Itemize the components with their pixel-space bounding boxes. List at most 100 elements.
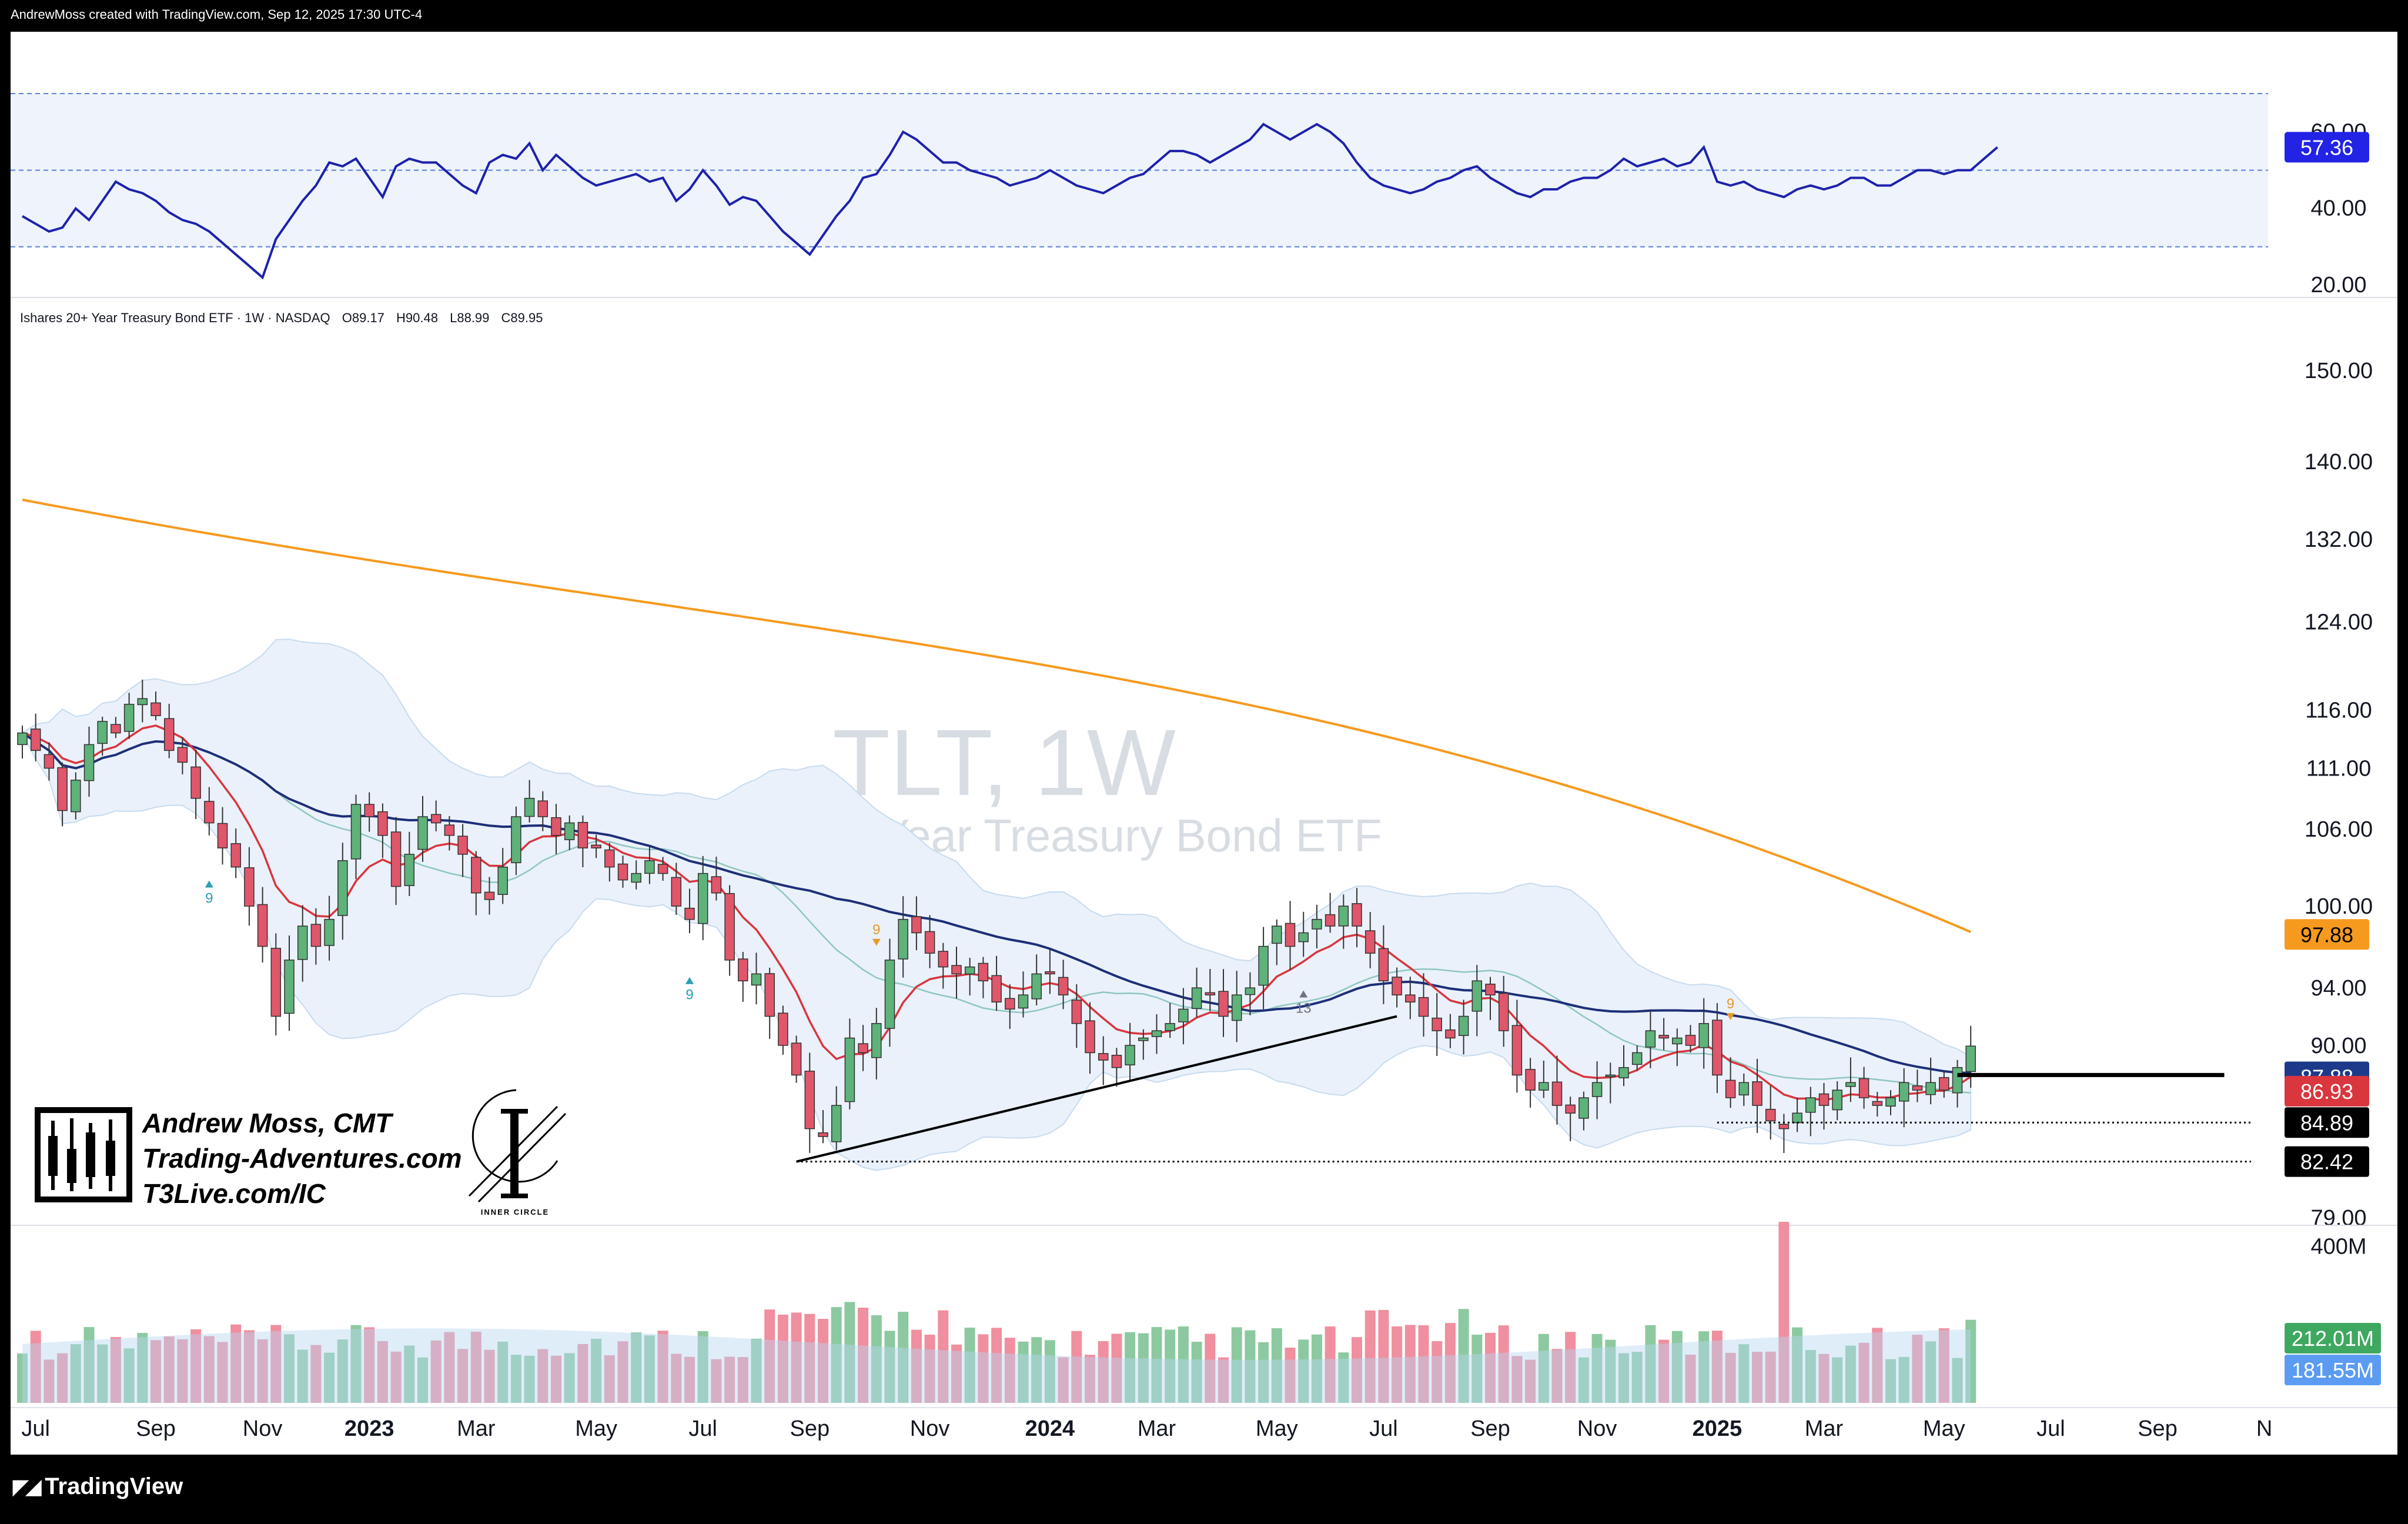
candle: [377, 803, 388, 858]
candle-body: [1658, 1035, 1669, 1039]
candle: [1765, 1085, 1776, 1140]
candle: [751, 952, 762, 1005]
volume-bar: [1271, 1328, 1282, 1403]
volume-bar: [671, 1353, 682, 1403]
candle: [150, 691, 161, 721]
candle-body: [644, 860, 655, 874]
candle: [1352, 888, 1362, 948]
candle: [1965, 1025, 1976, 1088]
candle: [1245, 972, 1256, 1015]
candle: [1845, 1057, 1856, 1102]
candle: [1071, 984, 1082, 1048]
candle: [244, 847, 255, 926]
volume-label: 181.55M: [2292, 1358, 2374, 1382]
volume-bar: [551, 1355, 561, 1403]
candle-body: [284, 960, 295, 1014]
volume-ma-area: [22, 1328, 1971, 1403]
volume-bar: [1125, 1332, 1136, 1403]
candle: [1565, 1097, 1576, 1141]
candle: [111, 717, 121, 738]
candle: [858, 1025, 868, 1071]
volume-bar: [1725, 1352, 1736, 1403]
candle-body: [978, 962, 989, 981]
volume-bar: [1658, 1339, 1670, 1403]
volume-bar: [1711, 1331, 1723, 1403]
volume-bar: [1205, 1333, 1216, 1403]
candle-body: [390, 831, 402, 887]
volume-bar: [110, 1337, 121, 1403]
candle: [1205, 968, 1216, 1011]
price-pane: Ishares 20+ Year Treasury Bond ETF · 1W …: [17, 310, 2373, 1231]
td-marker-arrow: [872, 938, 881, 946]
volume-bar: [1538, 1333, 1549, 1403]
candle: [964, 958, 975, 996]
volume-bar: [818, 1319, 828, 1403]
candle-body: [1618, 1067, 1629, 1078]
volume-bar: [657, 1331, 668, 1403]
candle: [1752, 1058, 1762, 1133]
rsi-current-label: 57.36: [2300, 135, 2353, 159]
candle-body: [457, 835, 468, 855]
candle: [417, 796, 428, 862]
price-label-box: [2285, 1075, 2369, 1107]
volume-bar: [1218, 1357, 1229, 1403]
candle-body: [697, 873, 708, 924]
candle-body: [1471, 980, 1483, 1012]
volume-bar: [404, 1345, 415, 1403]
rsi-current-label-box: [2285, 132, 2369, 163]
candle-body: [1818, 1093, 1830, 1106]
candle: [1298, 911, 1309, 957]
price-tick-label: 132.00: [2305, 527, 2373, 552]
price-tick-label: 116.00: [2305, 698, 2372, 723]
candle-body: [1898, 1082, 1909, 1102]
volume-bar: [337, 1339, 348, 1403]
volume-bar: [257, 1339, 268, 1403]
volume-bar: [1471, 1334, 1483, 1403]
volume-bar: [1231, 1327, 1242, 1403]
candle: [1178, 988, 1189, 1045]
candle: [471, 851, 481, 915]
volume-bar: [97, 1344, 108, 1403]
candle: [1285, 901, 1296, 970]
candle: [577, 815, 588, 867]
volume-bar: [844, 1302, 855, 1403]
candle: [1912, 1070, 1923, 1102]
volume-bar: [1018, 1341, 1029, 1403]
volume-bar: [1298, 1339, 1309, 1403]
time-tick-label: Mar: [457, 1416, 496, 1441]
candle-body: [1605, 1074, 1616, 1077]
candle: [484, 877, 495, 915]
tradingview-footer-logo[interactable]: ◤◢ TradingView: [13, 1473, 183, 1500]
volume-bar: [978, 1334, 989, 1403]
candle-body: [1458, 1015, 1469, 1036]
candle: [1539, 1060, 1549, 1098]
candle-body: [44, 754, 55, 769]
volume-bar: [1925, 1341, 1937, 1403]
time-tick-label: May: [1256, 1416, 1298, 1441]
candle: [1818, 1082, 1830, 1130]
volume-bar: [1605, 1339, 1616, 1403]
candle: [1631, 1045, 1643, 1071]
volume-bar: [751, 1338, 762, 1403]
volume-bar: [1671, 1331, 1683, 1403]
candle-body: [1178, 1008, 1189, 1022]
volume-bar: [1245, 1330, 1256, 1403]
volume-bar: [1004, 1338, 1015, 1403]
candle: [764, 967, 775, 1039]
candle: [1325, 893, 1336, 933]
candle-body: [1392, 977, 1402, 995]
candle-body: [1511, 1025, 1523, 1076]
candle-body: [217, 823, 228, 848]
td-marker-count: 9: [205, 891, 213, 907]
volume-bar: [644, 1335, 655, 1403]
candle-body: [751, 973, 762, 986]
volume-bar: [871, 1315, 882, 1403]
candle-body: [1338, 905, 1349, 927]
candle-body: [337, 860, 348, 916]
volume-bar: [484, 1349, 495, 1403]
candle: [1672, 1028, 1683, 1067]
volume-bar: [1392, 1326, 1403, 1403]
volume-bar: [684, 1356, 695, 1403]
candle-body: [537, 800, 549, 817]
